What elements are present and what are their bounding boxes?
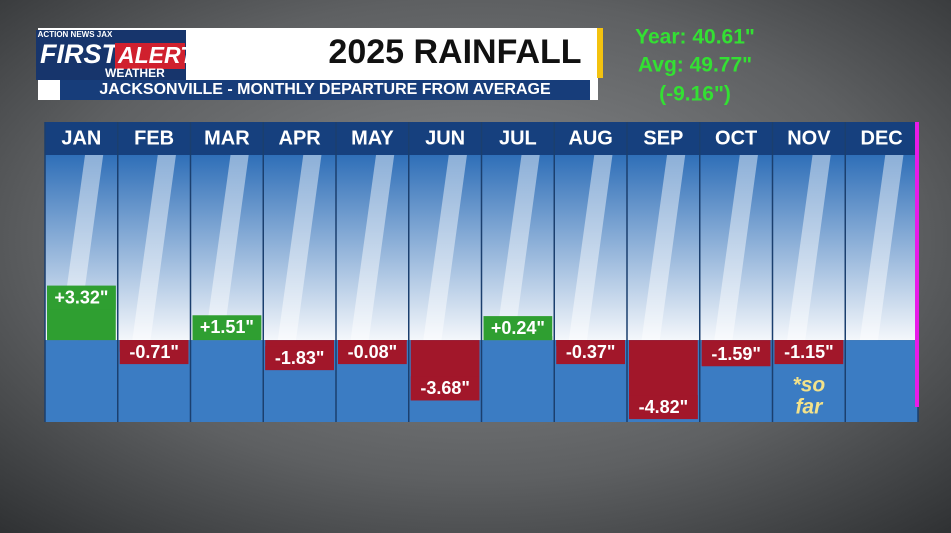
column-sky xyxy=(481,155,555,341)
column-lower xyxy=(190,340,264,422)
value-label: -0.08" xyxy=(348,342,398,362)
column-shine xyxy=(568,155,613,341)
x-tick-label: OCT xyxy=(715,127,757,149)
chart-title: 2025 RAINFALL xyxy=(328,33,581,71)
value-label: -1.15" xyxy=(784,342,834,362)
column-sky xyxy=(699,155,773,341)
value-label-box xyxy=(774,340,844,365)
x-tick-label: JUL xyxy=(499,127,537,149)
column-shine xyxy=(205,155,249,341)
column-shine xyxy=(277,155,322,341)
column-sky xyxy=(408,155,482,341)
x-tick-label: NOV xyxy=(787,127,831,149)
x-tick-label: JUN xyxy=(425,127,465,149)
column-sky xyxy=(336,155,409,341)
value-label-box xyxy=(192,315,262,340)
x-tick-label: MAY xyxy=(351,127,394,149)
x-tick-label: FEB xyxy=(134,127,174,149)
column-sky xyxy=(772,155,846,341)
value-label: +3.32" xyxy=(54,287,108,307)
logo-first: FIRST xyxy=(40,39,121,69)
x-tick-label: MAR xyxy=(204,127,250,149)
annotation: Avg: 49.77" xyxy=(638,54,752,77)
column-sky xyxy=(190,155,264,341)
x-tick-label: SEP xyxy=(643,127,683,149)
column-lower xyxy=(45,340,118,422)
x-tick-label: APR xyxy=(279,127,322,149)
value-label-box xyxy=(483,316,553,341)
logo-alert-box xyxy=(115,43,185,69)
value-label-box xyxy=(119,340,189,365)
column-sky xyxy=(845,155,918,341)
column-sky xyxy=(627,155,700,341)
value-label: +1.51" xyxy=(200,317,254,337)
value-label-box xyxy=(629,395,698,420)
value-label: -0.37" xyxy=(566,342,616,362)
annotation: (-9.16") xyxy=(659,83,731,106)
column-shine xyxy=(350,155,395,341)
value-label-box xyxy=(701,342,771,367)
column-shine xyxy=(496,155,540,341)
column-lower xyxy=(481,340,555,422)
column-shine xyxy=(787,155,831,341)
value-label: -0.71" xyxy=(129,342,179,362)
right-edge xyxy=(915,122,919,407)
column-sky xyxy=(117,155,191,341)
column-sky xyxy=(263,155,336,341)
annotation: *so xyxy=(793,374,826,397)
value-label: -4.82" xyxy=(639,397,689,417)
column-shine xyxy=(859,155,904,341)
value-label-box xyxy=(338,340,407,365)
annotation: Year: 40.61" xyxy=(635,26,755,49)
subtitle-bar xyxy=(60,80,590,100)
value-label: -3.68" xyxy=(420,378,470,398)
logo-top: ACTION NEWS JAX xyxy=(38,30,113,39)
value-label: -1.59" xyxy=(711,344,761,364)
value-label-box xyxy=(410,376,480,401)
value-label-box xyxy=(556,340,625,365)
x-tick-label: JAN xyxy=(61,127,101,149)
annotation: far xyxy=(795,396,824,419)
value-label-box xyxy=(265,346,334,371)
column-shine xyxy=(132,155,176,341)
column-shine xyxy=(641,155,686,341)
column-lower xyxy=(845,340,918,422)
logo-weather: WEATHER xyxy=(105,66,165,80)
value-label: -1.83" xyxy=(275,348,325,368)
value-label: +0.24" xyxy=(491,318,545,338)
column-shine xyxy=(714,155,758,341)
value-label-box xyxy=(47,285,116,310)
chart-subtitle: JACKSONVILLE - MONTHLY DEPARTURE FROM AV… xyxy=(99,81,551,98)
logo-alert: ALERT xyxy=(117,42,196,68)
accent xyxy=(597,28,603,78)
column-shine xyxy=(423,155,467,341)
x-tick-label: DEC xyxy=(861,127,903,149)
x-tick-label: AUG xyxy=(568,127,612,149)
column-sky xyxy=(554,155,627,341)
